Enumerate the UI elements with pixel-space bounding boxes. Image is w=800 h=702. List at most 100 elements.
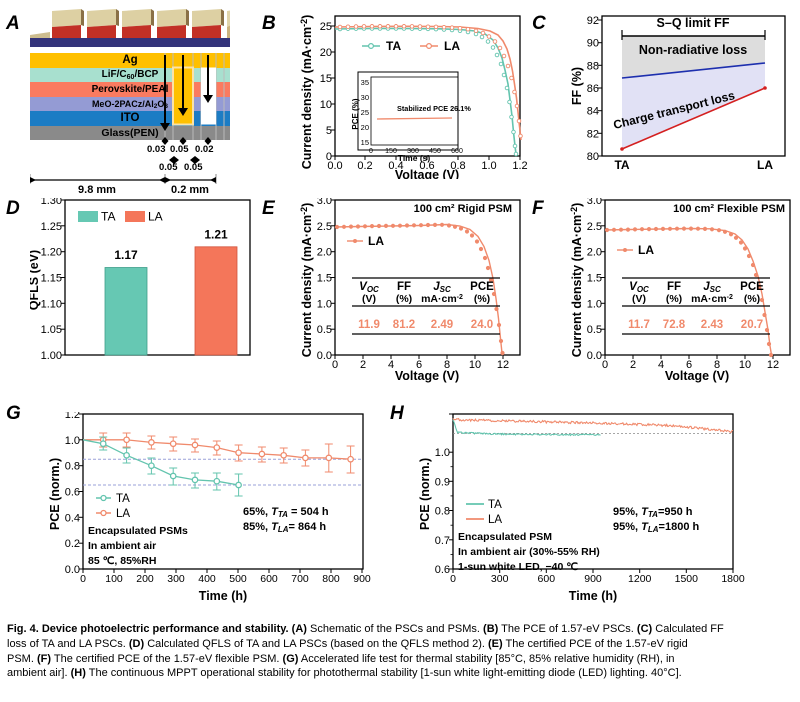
svg-text:Current density (mA·cm-2): Current density (mA·cm-2)	[300, 203, 314, 358]
svg-text:2.0: 2.0	[317, 247, 332, 259]
svg-text:0.2 mm: 0.2 mm	[171, 184, 209, 196]
svg-text:300: 300	[491, 573, 509, 585]
svg-text:(%): (%)	[474, 293, 490, 305]
svg-text:1.21: 1.21	[204, 228, 228, 242]
svg-text:0.8: 0.8	[435, 506, 450, 518]
svg-text:Stabilized PCE 26.1%: Stabilized PCE 26.1%	[397, 104, 471, 113]
svg-text:3.0: 3.0	[317, 198, 332, 207]
svg-text:0.7: 0.7	[435, 535, 450, 547]
svg-text:86: 86	[587, 83, 599, 95]
svg-text:1.20: 1.20	[41, 247, 62, 259]
svg-text:1500: 1500	[675, 573, 699, 585]
svg-text:TA: TA	[101, 210, 115, 224]
svg-text:Voltage (V): Voltage (V)	[395, 168, 459, 179]
svg-text:450: 450	[429, 148, 441, 155]
svg-text:QFLS (eV): QFLS (eV)	[30, 250, 41, 310]
svg-text:600: 600	[260, 573, 278, 585]
svg-text:4: 4	[658, 359, 664, 371]
svg-text:5: 5	[326, 125, 332, 137]
svg-text:100 cm² Rigid PSM: 100 cm² Rigid PSM	[414, 203, 512, 215]
svg-text:1.0: 1.0	[435, 447, 450, 459]
svg-text:0: 0	[369, 148, 373, 155]
svg-text:0.5: 0.5	[587, 324, 602, 336]
svg-text:Time (h): Time (h)	[199, 589, 247, 603]
svg-text:10: 10	[320, 99, 332, 111]
svg-text:0.0: 0.0	[327, 160, 342, 172]
svg-text:2.43: 2.43	[701, 319, 723, 331]
svg-text:FF (%): FF (%)	[570, 67, 584, 105]
svg-text:1800: 1800	[721, 573, 745, 585]
svg-text:500: 500	[229, 573, 247, 585]
svg-text:0: 0	[450, 573, 456, 585]
svg-text:0.5: 0.5	[317, 324, 332, 336]
svg-text:PCE: PCE	[470, 281, 494, 293]
svg-text:84: 84	[587, 106, 599, 118]
svg-text:10: 10	[739, 359, 751, 371]
svg-text:1.05: 1.05	[41, 324, 62, 336]
svg-text:900: 900	[584, 573, 602, 585]
svg-text:0.6: 0.6	[435, 564, 450, 576]
svg-text:12: 12	[767, 359, 779, 371]
svg-text:0.2: 0.2	[357, 160, 372, 172]
svg-text:80: 80	[587, 151, 599, 163]
svg-text:1.0: 1.0	[65, 435, 80, 447]
svg-text:0: 0	[602, 359, 608, 371]
svg-text:35: 35	[361, 78, 369, 87]
svg-text:LA: LA	[757, 158, 773, 172]
svg-text:Non-radiative loss: Non-radiative loss	[639, 43, 747, 57]
svg-text:1-sun white LED, −40 ℃: 1-sun white LED, −40 ℃	[458, 561, 578, 573]
svg-text:(%): (%)	[396, 293, 412, 305]
svg-text:Encapsulated PSMs: Encapsulated PSMs	[88, 525, 188, 537]
svg-text:65%, TTA = 504 h: 65%, TTA = 504 h	[243, 506, 329, 519]
svg-text:0.9: 0.9	[435, 476, 450, 488]
svg-text:LA: LA	[488, 514, 502, 526]
svg-text:(V): (V)	[362, 293, 376, 305]
svg-text:1.0: 1.0	[317, 298, 332, 310]
svg-text:FF: FF	[397, 281, 411, 293]
svg-text:0.2: 0.2	[65, 538, 80, 550]
svg-text:1.30: 1.30	[41, 198, 62, 207]
svg-text:600: 600	[451, 148, 463, 155]
svg-text:600: 600	[538, 573, 556, 585]
svg-text:25: 25	[320, 21, 332, 33]
svg-text:In ambient air (30%-55% RH): In ambient air (30%-55% RH)	[458, 546, 600, 558]
svg-text:0.6: 0.6	[65, 487, 80, 499]
svg-text:PCE (norm.): PCE (norm.)	[48, 458, 62, 530]
svg-text:1.0: 1.0	[481, 160, 496, 172]
svg-text:11.7: 11.7	[628, 319, 650, 331]
svg-text:2.0: 2.0	[587, 247, 602, 259]
svg-text:2.5: 2.5	[587, 221, 602, 233]
svg-text:1.17: 1.17	[114, 248, 138, 262]
svg-text:Voltage (V): Voltage (V)	[665, 369, 729, 383]
svg-text:1.5: 1.5	[587, 273, 602, 285]
svg-text:1.15: 1.15	[41, 273, 62, 285]
svg-text:150: 150	[385, 148, 397, 155]
svg-text:mA·cm-2: mA·cm-2	[421, 293, 463, 305]
svg-text:20: 20	[320, 47, 332, 59]
svg-text:81.2: 81.2	[393, 319, 415, 331]
svg-text:90: 90	[587, 38, 599, 50]
svg-text:400: 400	[198, 573, 216, 585]
svg-text:LA: LA	[116, 508, 130, 520]
svg-text:S–Q limit FF: S–Q limit FF	[657, 16, 730, 30]
svg-text:Time (s): Time (s)	[398, 153, 431, 163]
svg-text:PCE (%): PCE (%)	[351, 98, 360, 129]
svg-text:9.8 mm: 9.8 mm	[78, 184, 116, 196]
svg-text:Time (h): Time (h)	[569, 589, 617, 603]
svg-text:mA·cm-2: mA·cm-2	[691, 293, 733, 305]
svg-text:2.5: 2.5	[317, 221, 332, 233]
svg-text:1200: 1200	[628, 573, 652, 585]
svg-text:82: 82	[587, 128, 599, 140]
svg-text:1.2: 1.2	[65, 412, 80, 421]
svg-text:95%, TTA=950 h: 95%, TTA=950 h	[613, 506, 693, 519]
svg-text:15: 15	[320, 73, 332, 85]
svg-text:PCE: PCE	[740, 281, 764, 293]
svg-text:TA: TA	[116, 493, 130, 505]
svg-text:1.25: 1.25	[41, 221, 62, 233]
svg-text:72.8: 72.8	[663, 319, 686, 331]
svg-text:LA: LA	[444, 39, 460, 53]
svg-text:1.10: 1.10	[41, 298, 62, 310]
svg-text:88: 88	[587, 60, 599, 72]
svg-text:20.7: 20.7	[741, 319, 763, 331]
svg-text:2: 2	[630, 359, 636, 371]
